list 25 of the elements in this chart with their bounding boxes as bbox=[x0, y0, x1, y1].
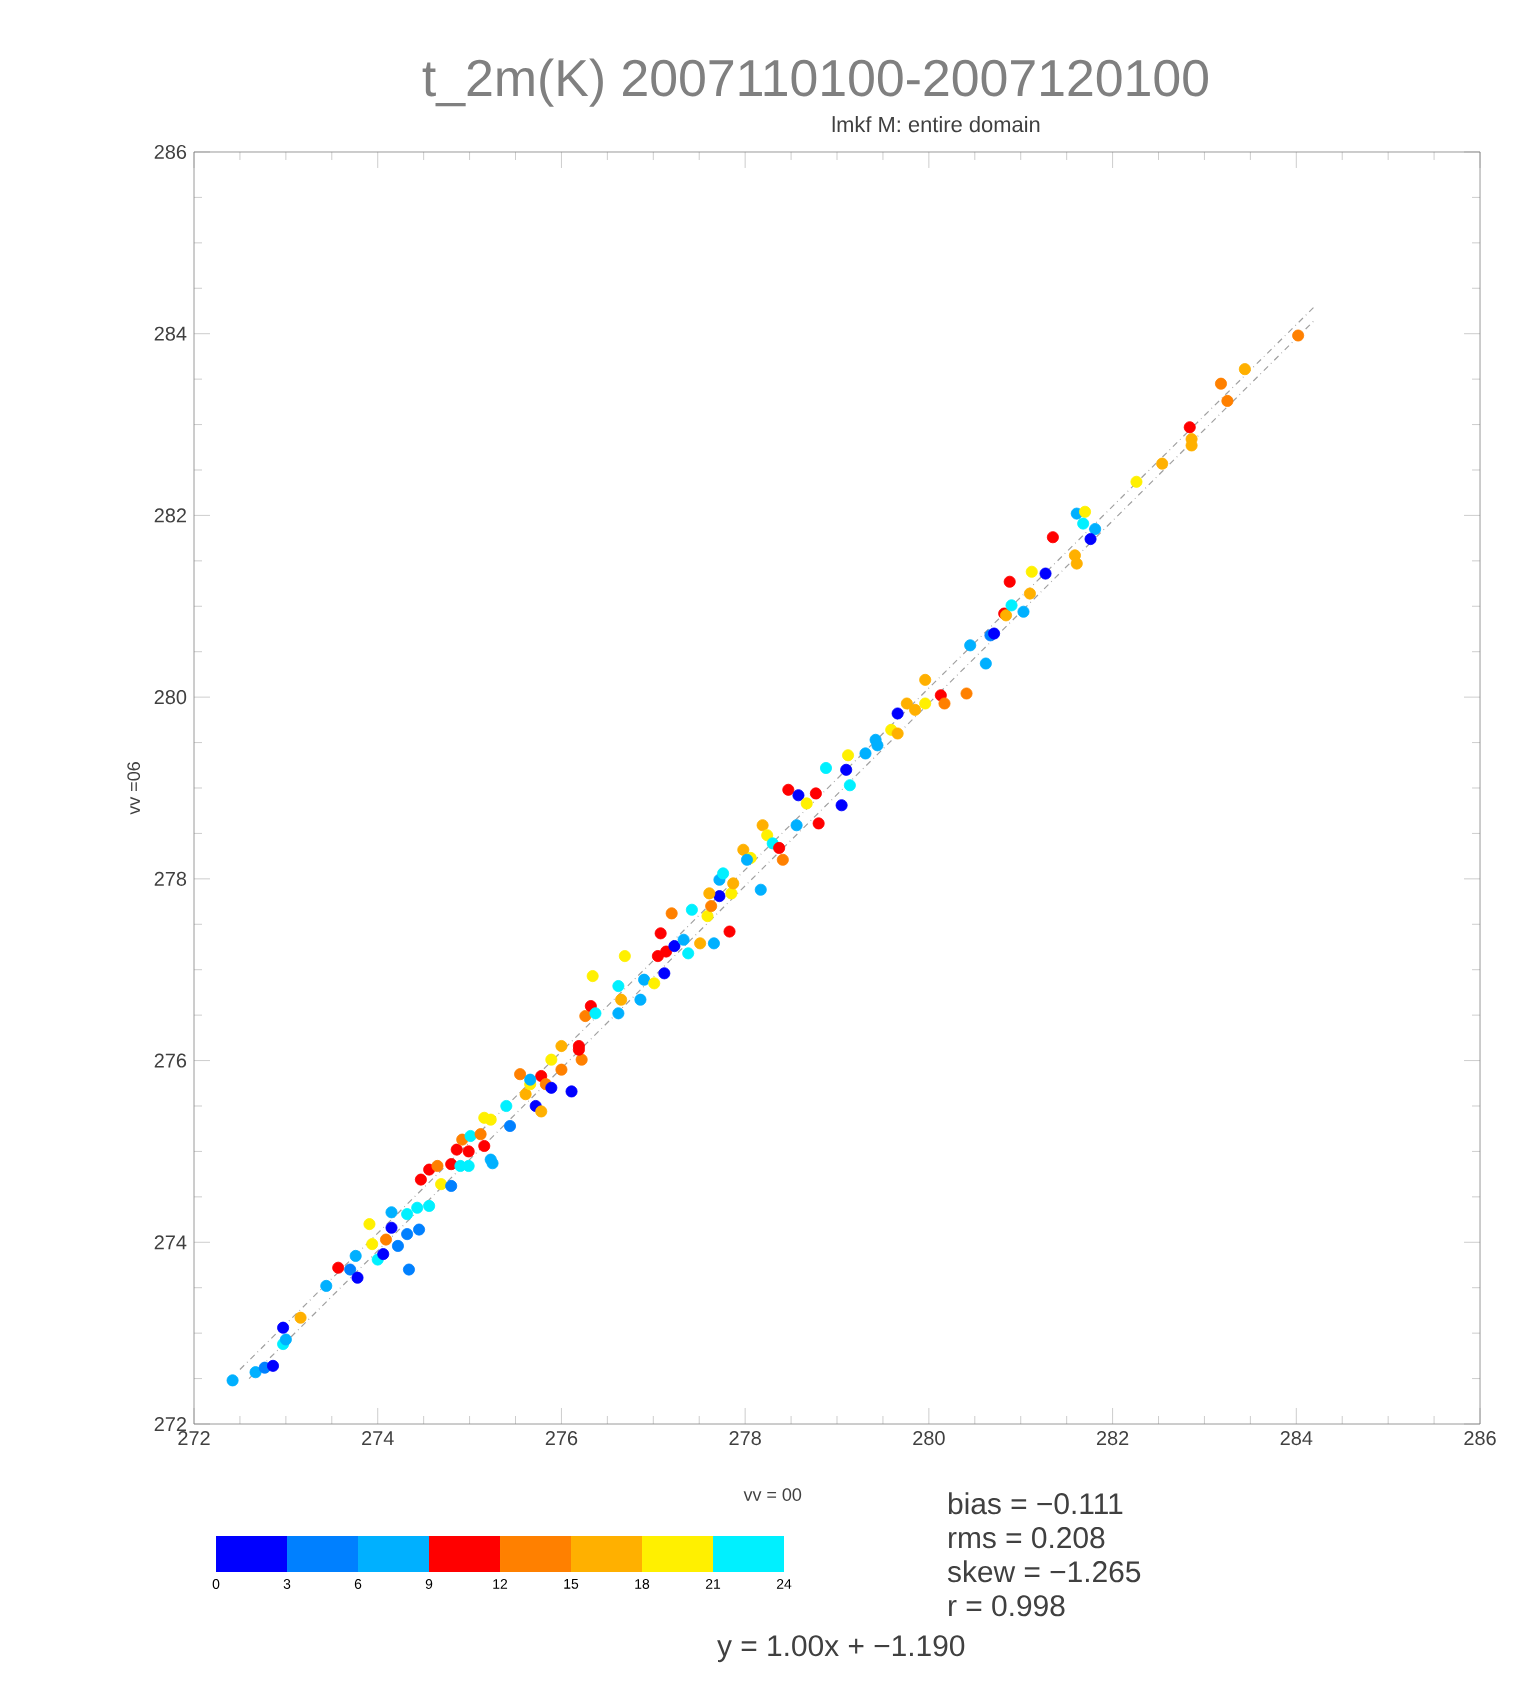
chart-subtitle: lmkf M: entire domain bbox=[832, 116, 1040, 133]
y-tick-label: 278 bbox=[154, 871, 187, 886]
text: rms = 0.208 bbox=[949, 1527, 1105, 1549]
x-tick-label: 278 bbox=[729, 1431, 761, 1446]
y-tick-label: 274 bbox=[154, 1235, 187, 1250]
text: skew = −1.265 bbox=[947, 1560, 1141, 1583]
x-tick-label: 284 bbox=[1280, 1431, 1313, 1446]
y-tick-label: 272 bbox=[154, 1417, 186, 1431]
x-tick-label: 286 bbox=[1464, 1431, 1496, 1446]
chart-title: t_2m(K) 2007110100-2007120100 bbox=[422, 58, 1208, 107]
x-tick-label: 274 bbox=[362, 1431, 394, 1445]
y-tick-label: 284 bbox=[154, 326, 187, 341]
text: bias = −0.111 bbox=[948, 1492, 1123, 1515]
y-tick-label: 286 bbox=[154, 144, 187, 160]
y-tick-label: 276 bbox=[154, 1053, 187, 1068]
text: y = 1.00x + −1.190 bbox=[717, 1635, 965, 1663]
y-axis-title: vv =06 bbox=[127, 762, 141, 815]
text: r = 0.998 bbox=[949, 1595, 1065, 1617]
x-tick-label: 276 bbox=[545, 1431, 578, 1446]
x-axis-title: vv = 00 bbox=[743, 1488, 802, 1501]
x-tick-label: 280 bbox=[913, 1431, 945, 1446]
y-tick-label: 282 bbox=[154, 508, 186, 523]
y-tick-label: 280 bbox=[154, 690, 187, 705]
x-tick-label: 282 bbox=[1096, 1431, 1129, 1446]
x-tick-label: 272 bbox=[178, 1431, 210, 1445]
